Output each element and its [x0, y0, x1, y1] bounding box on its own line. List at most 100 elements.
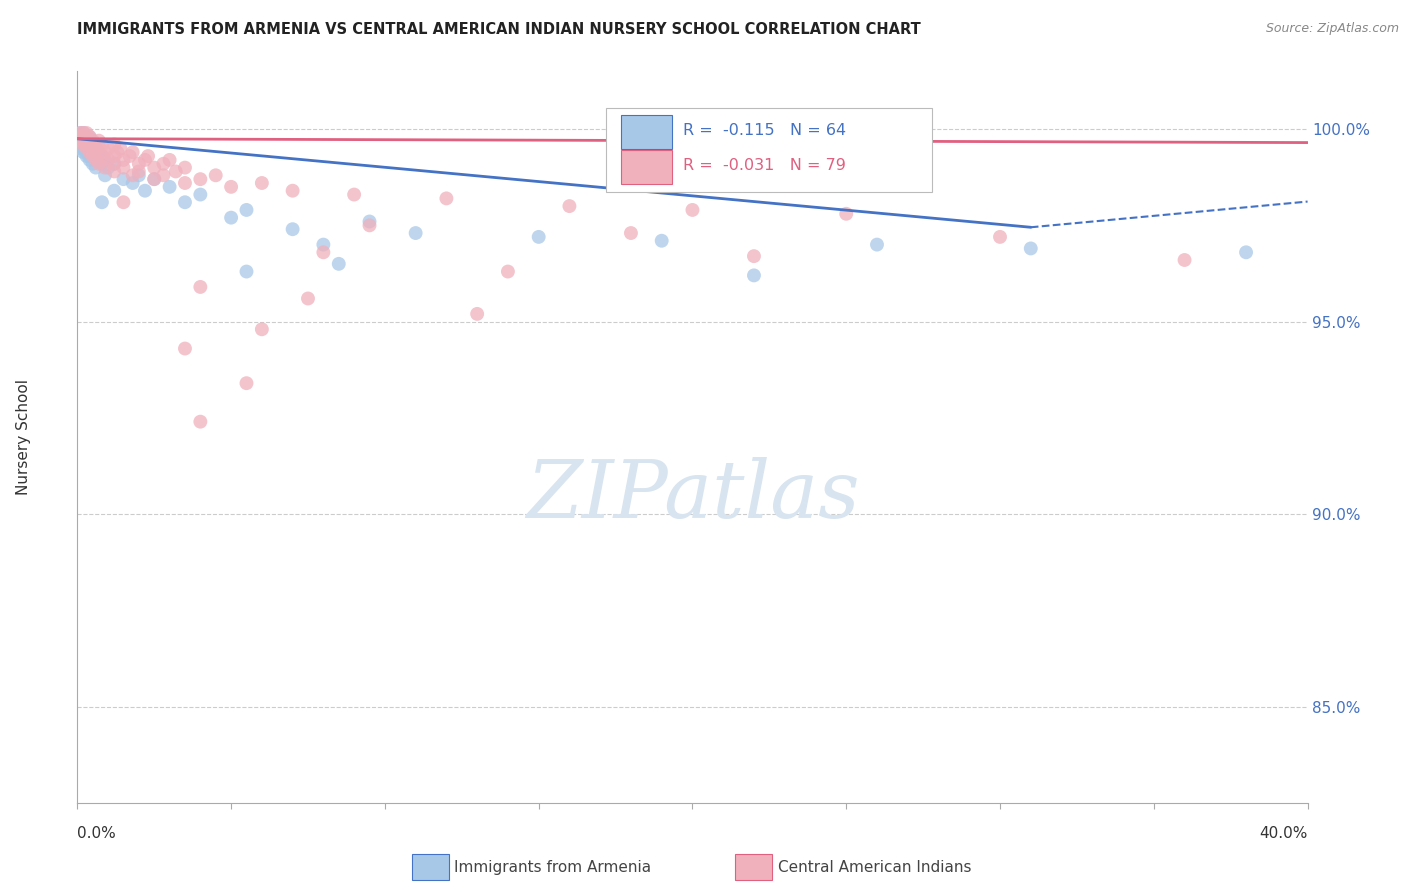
- Point: [82, 145, 104, 160]
- Point: [159, 179, 181, 194]
- Point: [112, 195, 135, 210]
- Point: [405, 226, 427, 240]
- Point: [69, 141, 91, 155]
- Point: [69, 137, 91, 152]
- Point: [76, 129, 98, 144]
- Point: [128, 157, 150, 171]
- Text: Source: ZipAtlas.com: Source: ZipAtlas.com: [1265, 22, 1399, 36]
- Point: [82, 157, 104, 171]
- Point: [359, 214, 381, 228]
- Point: [121, 169, 143, 183]
- Point: [84, 161, 107, 175]
- Point: [297, 292, 319, 306]
- Point: [112, 161, 135, 175]
- Point: [76, 145, 98, 160]
- Point: [558, 199, 581, 213]
- Point: [128, 164, 150, 178]
- Point: [204, 169, 226, 183]
- Point: [94, 161, 117, 175]
- Point: [281, 184, 304, 198]
- Text: R =  -0.031   N = 79: R = -0.031 N = 79: [683, 158, 845, 173]
- Point: [72, 145, 94, 160]
- Point: [235, 376, 257, 391]
- Point: [76, 137, 98, 152]
- Text: 0.0%: 0.0%: [77, 826, 117, 841]
- Point: [1174, 252, 1197, 267]
- Point: [79, 145, 101, 160]
- Point: [188, 187, 212, 202]
- Point: [76, 134, 98, 148]
- Point: [72, 126, 94, 140]
- Point: [1234, 245, 1257, 260]
- Point: [82, 137, 104, 152]
- Point: [128, 169, 150, 183]
- Point: [312, 245, 335, 260]
- Point: [103, 164, 125, 178]
- Point: [84, 145, 107, 160]
- Point: [72, 134, 94, 148]
- Point: [188, 280, 212, 294]
- Point: [97, 141, 120, 155]
- Point: [620, 226, 643, 240]
- Point: [94, 153, 117, 167]
- Point: [988, 230, 1011, 244]
- Point: [682, 202, 704, 217]
- Point: [97, 161, 120, 175]
- Point: [84, 153, 107, 167]
- Point: [90, 137, 114, 152]
- Point: [76, 126, 98, 140]
- Point: [79, 141, 101, 155]
- Point: [90, 149, 114, 163]
- Point: [79, 145, 101, 160]
- Point: [90, 149, 114, 163]
- Point: [136, 149, 159, 163]
- Point: [79, 129, 101, 144]
- Text: R =  -0.115   N = 64: R = -0.115 N = 64: [683, 123, 846, 138]
- Point: [465, 307, 488, 321]
- Point: [87, 157, 110, 171]
- Point: [69, 126, 91, 140]
- Point: [188, 172, 212, 186]
- Point: [143, 172, 166, 186]
- Point: [69, 134, 91, 148]
- Point: [165, 164, 187, 178]
- Point: [79, 153, 101, 167]
- Point: [343, 187, 366, 202]
- Point: [328, 257, 350, 271]
- Point: [152, 157, 174, 171]
- Point: [72, 141, 94, 155]
- Text: Central American Indians: Central American Indians: [778, 860, 972, 874]
- Point: [527, 230, 550, 244]
- Point: [134, 153, 156, 167]
- FancyBboxPatch shape: [621, 115, 672, 149]
- Point: [219, 179, 242, 194]
- Point: [79, 149, 101, 163]
- Point: [174, 342, 197, 356]
- Point: [76, 134, 98, 148]
- Point: [79, 134, 101, 148]
- Point: [103, 149, 125, 163]
- Point: [134, 184, 156, 198]
- Point: [72, 134, 94, 148]
- Text: IMMIGRANTS FROM ARMENIA VS CENTRAL AMERICAN INDIAN NURSERY SCHOOL CORRELATION CH: IMMIGRANTS FROM ARMENIA VS CENTRAL AMERI…: [77, 22, 921, 37]
- Point: [76, 149, 98, 163]
- Point: [112, 153, 135, 167]
- Point: [103, 157, 125, 171]
- Point: [79, 129, 101, 144]
- Point: [174, 195, 197, 210]
- Point: [72, 126, 94, 140]
- Text: Nursery School: Nursery School: [15, 379, 31, 495]
- FancyBboxPatch shape: [621, 151, 672, 184]
- FancyBboxPatch shape: [606, 108, 932, 192]
- Point: [250, 176, 273, 190]
- Point: [121, 176, 143, 190]
- Point: [866, 237, 889, 252]
- Point: [103, 137, 125, 152]
- Point: [94, 145, 117, 160]
- Point: [82, 149, 104, 163]
- Point: [281, 222, 304, 236]
- Point: [87, 145, 110, 160]
- Point: [143, 161, 166, 175]
- Point: [742, 249, 765, 263]
- Point: [110, 141, 132, 155]
